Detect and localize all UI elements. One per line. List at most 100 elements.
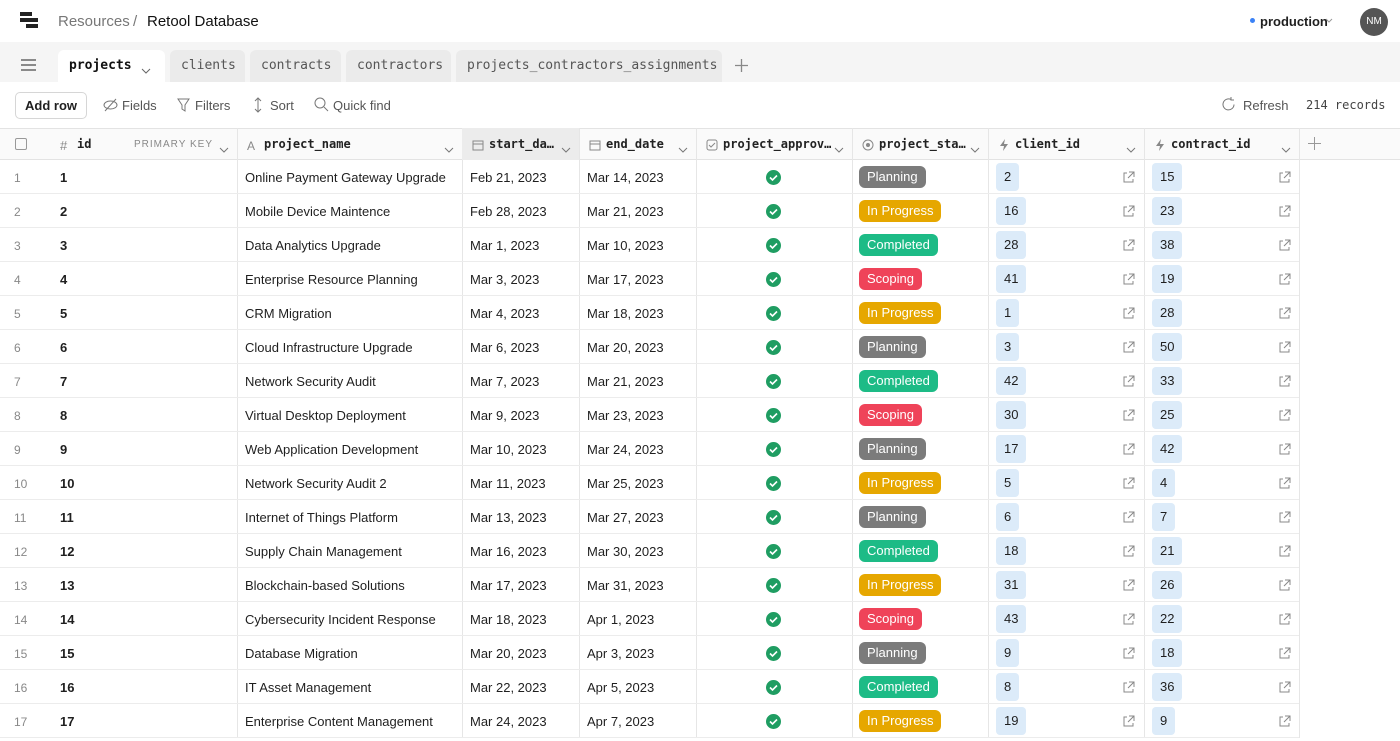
client-id-tag[interactable]: 19 bbox=[996, 707, 1027, 735]
tab[interactable] bbox=[250, 50, 341, 82]
filter-icon bbox=[177, 98, 190, 112]
column-border bbox=[696, 128, 697, 738]
column-header[interactable]: end_date bbox=[606, 137, 664, 151]
client-id-tag[interactable]: 16 bbox=[996, 197, 1027, 225]
cell-id: 12 bbox=[60, 544, 75, 559]
client-id-tag[interactable]: 3 bbox=[996, 333, 1020, 361]
fields-button[interactable]: Fields bbox=[122, 98, 157, 113]
column-menu bbox=[1281, 141, 1291, 153]
column-header[interactable]: contract_id bbox=[1171, 137, 1251, 151]
status-tag: Planning bbox=[859, 506, 926, 528]
menu-icon[interactable] bbox=[21, 59, 36, 71]
contract-id-tag[interactable]: 19 bbox=[1152, 265, 1183, 293]
contract-id-tag[interactable]: 18 bbox=[1152, 639, 1183, 667]
environment-select[interactable]: production bbox=[1260, 14, 1328, 29]
contract-id-tag[interactable]: 33 bbox=[1152, 367, 1183, 395]
approved-check bbox=[766, 612, 781, 627]
client-id-tag[interactable]: 31 bbox=[996, 571, 1027, 599]
tab-label[interactable]: projects bbox=[69, 58, 132, 73]
sort-button[interactable]: Sort bbox=[270, 98, 294, 113]
quick-find[interactable]: Quick find bbox=[333, 98, 391, 113]
client-id-tag[interactable]: 1 bbox=[996, 299, 1020, 327]
row-border bbox=[0, 261, 1299, 262]
tab-label[interactable]: contracts bbox=[261, 58, 332, 73]
client-id-tag[interactable]: 2 bbox=[996, 163, 1020, 191]
client-id-tag[interactable]: 28 bbox=[996, 231, 1027, 259]
row-border bbox=[0, 533, 1299, 534]
tab[interactable] bbox=[58, 50, 165, 82]
tab-label[interactable]: projects_contractors_assignments bbox=[467, 58, 718, 73]
breadcrumb-separator: / bbox=[133, 13, 138, 30]
tab[interactable] bbox=[456, 50, 722, 82]
client-id-tag[interactable]: 5 bbox=[996, 469, 1020, 497]
column-header[interactable]: id bbox=[77, 137, 92, 151]
cell-project-name: Network Security Audit bbox=[245, 374, 376, 389]
column-header[interactable]: start_da… bbox=[489, 137, 555, 151]
cell-project-name: Enterprise Resource Planning bbox=[245, 272, 418, 287]
client-id-tag[interactable]: 42 bbox=[996, 367, 1027, 395]
contract-id-tag[interactable]: 38 bbox=[1152, 231, 1183, 259]
add-tab[interactable] bbox=[735, 59, 748, 72]
contract-id-tag[interactable]: 15 bbox=[1152, 163, 1183, 191]
open-link bbox=[1122, 579, 1135, 592]
cell-start-date: Mar 13, 2023 bbox=[470, 510, 547, 525]
cell-project-name: Network Security Audit 2 bbox=[245, 476, 387, 491]
column-header[interactable]: client_id bbox=[1015, 137, 1081, 151]
cell-id: 9 bbox=[60, 442, 68, 457]
status-tag: Planning bbox=[859, 642, 926, 664]
cell-end-date: Mar 21, 2023 bbox=[587, 374, 664, 389]
client-id-tag[interactable]: 17 bbox=[996, 435, 1027, 463]
approved-check bbox=[766, 408, 781, 423]
row-number: 3 bbox=[14, 239, 21, 253]
contract-id-tag[interactable]: 9 bbox=[1152, 707, 1176, 735]
row-border bbox=[0, 465, 1299, 466]
contract-id-tag[interactable]: 26 bbox=[1152, 571, 1183, 599]
tab[interactable] bbox=[346, 50, 451, 82]
client-id-tag[interactable]: 8 bbox=[996, 673, 1020, 701]
cell-project-name: Cloud Infrastructure Upgrade bbox=[245, 340, 413, 355]
fields-icon bbox=[103, 98, 118, 112]
column-border bbox=[852, 128, 853, 738]
tab-label[interactable]: clients bbox=[181, 58, 236, 73]
client-id-tag[interactable]: 30 bbox=[996, 401, 1027, 429]
contract-id-tag[interactable]: 22 bbox=[1152, 605, 1183, 633]
open-link bbox=[1278, 613, 1291, 626]
contract-id-tag[interactable]: 42 bbox=[1152, 435, 1183, 463]
column-header[interactable]: project_name bbox=[264, 137, 351, 151]
contract-id-tag[interactable]: 4 bbox=[1152, 469, 1176, 497]
avatar[interactable]: NM bbox=[1360, 8, 1388, 36]
cell-id: 1 bbox=[60, 170, 68, 185]
contract-id-tag[interactable]: 23 bbox=[1152, 197, 1183, 225]
refresh-button[interactable]: Refresh bbox=[1243, 98, 1289, 113]
filters-button[interactable]: Filters bbox=[195, 98, 231, 113]
add-row-button[interactable]: Add row bbox=[15, 92, 87, 119]
column-border bbox=[1299, 128, 1300, 738]
cell-end-date: Mar 23, 2023 bbox=[587, 408, 664, 423]
row-border bbox=[0, 397, 1299, 398]
open-link bbox=[1122, 511, 1135, 524]
column-header[interactable]: project_approv… bbox=[723, 137, 832, 151]
contract-id-tag[interactable]: 50 bbox=[1152, 333, 1183, 361]
cell-start-date: Mar 11, 2023 bbox=[470, 476, 546, 491]
tab[interactable] bbox=[170, 50, 245, 82]
contract-id-tag[interactable]: 36 bbox=[1152, 673, 1183, 701]
client-id-tag[interactable]: 18 bbox=[996, 537, 1027, 565]
breadcrumb[interactable]: Resources bbox=[58, 13, 130, 30]
column-type-icon: A bbox=[247, 138, 259, 153]
contract-id-tag[interactable]: 21 bbox=[1152, 537, 1183, 565]
column-header[interactable]: project_sta… bbox=[879, 137, 966, 151]
client-id-tag[interactable]: 6 bbox=[996, 503, 1020, 531]
approved-check bbox=[766, 238, 781, 253]
select-all[interactable] bbox=[15, 138, 27, 150]
contract-id-tag[interactable]: 7 bbox=[1152, 503, 1176, 531]
cell-project-name: Online Payment Gateway Upgrade bbox=[245, 170, 446, 185]
contract-id-tag[interactable]: 28 bbox=[1152, 299, 1183, 327]
row-number: 5 bbox=[14, 307, 21, 321]
client-id-tag[interactable]: 43 bbox=[996, 605, 1027, 633]
contract-id-tag[interactable]: 25 bbox=[1152, 401, 1183, 429]
client-id-tag[interactable]: 41 bbox=[996, 265, 1027, 293]
client-id-tag[interactable]: 9 bbox=[996, 639, 1020, 667]
tab-label[interactable]: contractors bbox=[357, 58, 444, 73]
logo bbox=[20, 12, 38, 28]
cell-start-date: Mar 18, 2023 bbox=[470, 612, 547, 627]
